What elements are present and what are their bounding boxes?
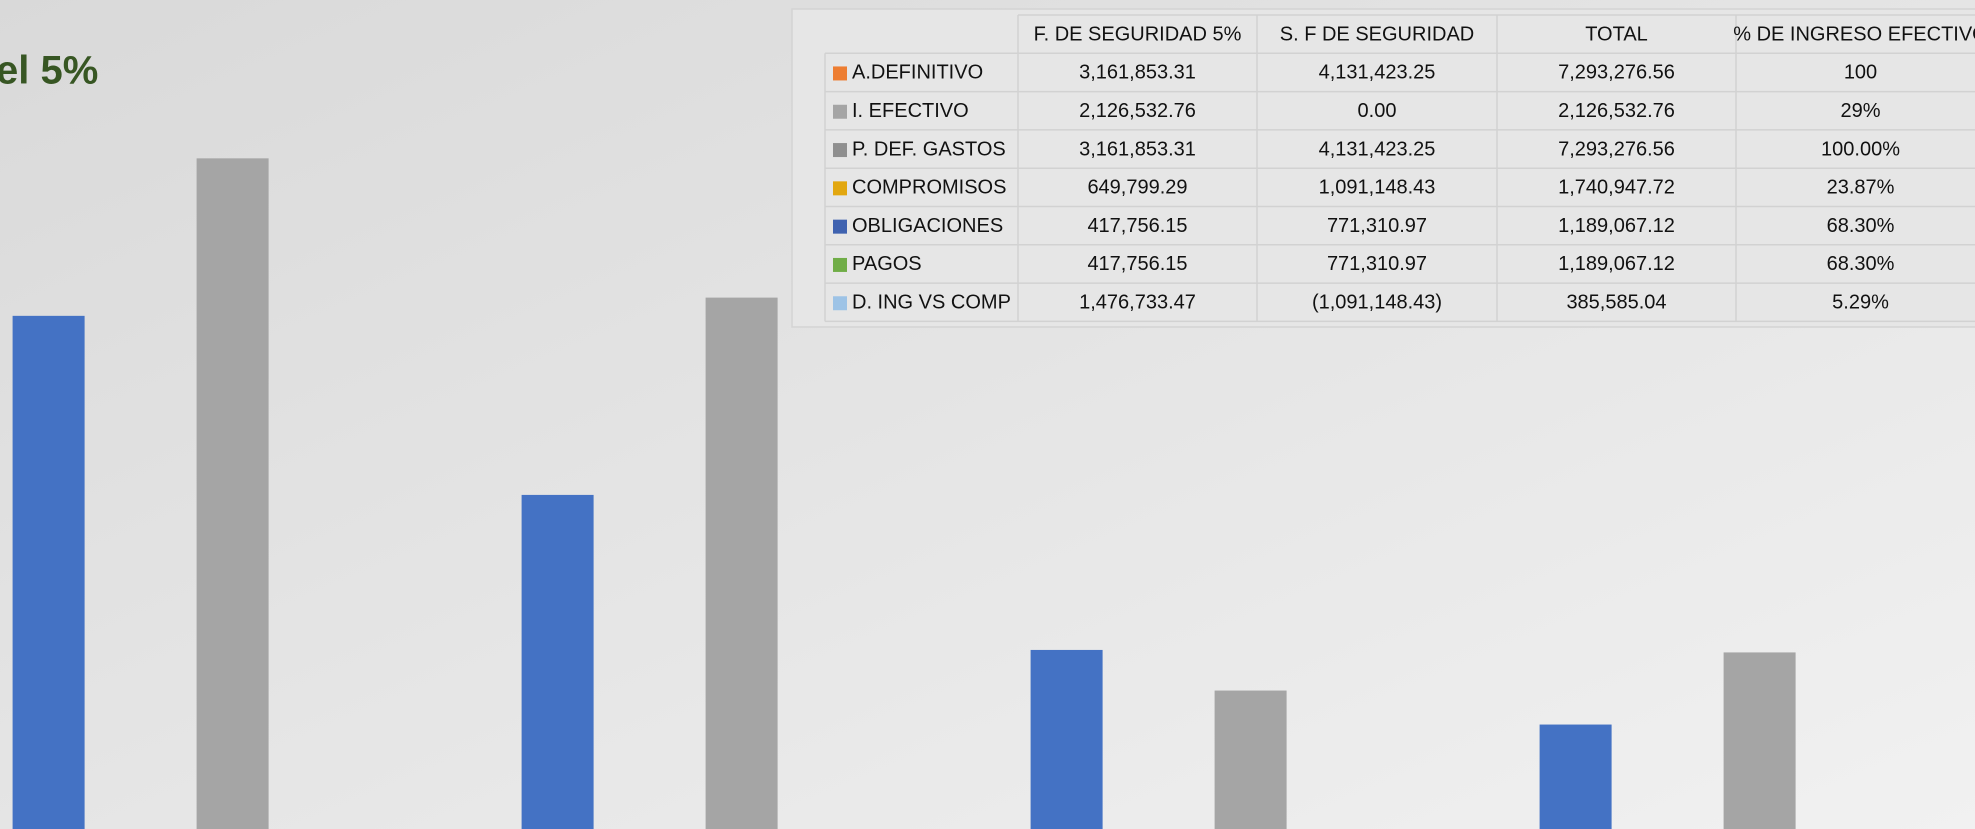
bar [1539, 724, 1612, 829]
table-cell: 7,293,276.56 [1558, 62, 1675, 84]
row-label: COMPROMISOS [852, 177, 1006, 199]
table-cell: 771,310.97 [1327, 215, 1427, 237]
legend-swatch [833, 296, 847, 311]
table-cell: 1,189,067.12 [1558, 215, 1675, 237]
table-cell: 1,740,947.72 [1558, 177, 1675, 199]
table-cell: 771,310.97 [1327, 253, 1427, 275]
table-cell: 1,189,067.12 [1558, 253, 1675, 275]
table-cell: 4,131,423.25 [1319, 138, 1436, 160]
table-cell: 3,161,853.31 [1079, 62, 1196, 84]
legend-swatch [833, 257, 847, 272]
bar [521, 494, 594, 829]
chart-title: el 5% [0, 49, 98, 93]
table-cell: 68.30% [1827, 215, 1895, 237]
table-cell: 1,091,148.43 [1319, 177, 1436, 199]
bar [12, 315, 85, 829]
row-label: A.DEFINITIVO [852, 62, 983, 84]
bar [1723, 652, 1796, 829]
table-cell: 0.00 [1358, 100, 1397, 122]
column-header: % DE INGRESO EFECTIVO [1733, 23, 1975, 45]
column-header: F. DE SEGURIDAD 5% [1034, 23, 1242, 45]
table-cell: 1,476,733.47 [1079, 292, 1196, 314]
row-label: OBLIGACIONES [852, 215, 1003, 237]
table-cell: 4,131,423.25 [1319, 62, 1436, 84]
bar [1030, 649, 1103, 829]
legend-swatch [833, 143, 847, 158]
legend-swatch [833, 104, 847, 119]
legend-swatch [833, 66, 847, 81]
table-cell: 7,293,276.56 [1558, 138, 1675, 160]
bar [196, 158, 269, 829]
table-cell: 29% [1840, 100, 1880, 122]
bar [1214, 690, 1287, 829]
table-cell: 100 [1844, 62, 1877, 84]
table-cell: 385,585.04 [1566, 292, 1666, 314]
table-cell: 2,126,532.76 [1079, 100, 1196, 122]
row-label: P. DEF. GASTOS [852, 138, 1006, 160]
table-cell: 5.29% [1832, 292, 1889, 314]
legend-swatch [833, 181, 847, 196]
column-header: TOTAL [1585, 23, 1648, 45]
row-label: I. EFECTIVO [852, 100, 969, 122]
column-header: S. F DE SEGURIDAD [1280, 23, 1474, 45]
table-cell: 68.30% [1827, 253, 1895, 275]
table-cell: 23.87% [1827, 177, 1895, 199]
table-cell: 3,161,853.31 [1079, 138, 1196, 160]
table-cell: 417,756.15 [1087, 215, 1187, 237]
row-label: D. ING VS COMP [852, 292, 1011, 314]
row-label: PAGOS [852, 253, 922, 275]
table-cell: 100.00% [1821, 138, 1900, 160]
table-cell: 2,126,532.76 [1558, 100, 1675, 122]
legend-swatch [833, 219, 847, 234]
table-cell: 417,756.15 [1087, 253, 1187, 275]
table-cell: (1,091,148.43) [1312, 292, 1442, 314]
table-cell: 649,799.29 [1087, 177, 1187, 199]
bar [705, 297, 778, 829]
